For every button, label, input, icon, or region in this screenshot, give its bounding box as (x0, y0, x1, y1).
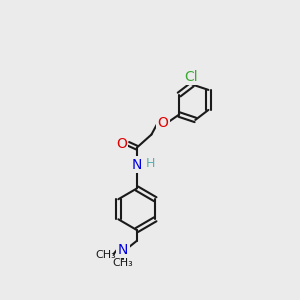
Text: H: H (146, 157, 155, 169)
Text: O: O (116, 137, 127, 151)
Text: O: O (158, 116, 168, 130)
Text: N: N (132, 158, 142, 172)
Text: CH₃: CH₃ (112, 258, 133, 268)
Text: CH₃: CH₃ (96, 250, 116, 260)
Text: N: N (118, 243, 128, 257)
Text: Cl: Cl (184, 70, 197, 84)
